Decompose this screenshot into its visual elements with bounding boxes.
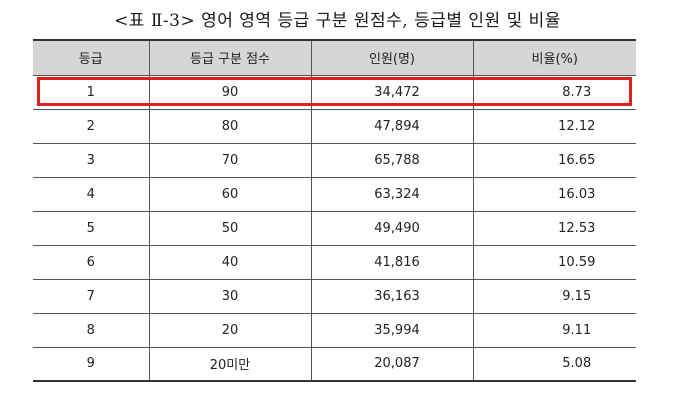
cell-grade: 8: [33, 312, 150, 348]
header-ratio: 비율(%): [472, 39, 636, 76]
cell-count: 49,490: [310, 210, 474, 246]
english-grade-table: 등급 등급 구분 점수 인원(명) 비율(%) 1 90 34,472 8.73…: [33, 39, 636, 382]
header-count: 인원(명): [310, 39, 474, 76]
cell-ratio: 12.53: [472, 210, 636, 246]
cell-ratio: 16.65: [472, 142, 636, 178]
cell-count: 35,994: [310, 312, 474, 348]
cell-cutoff-score: 60: [148, 176, 312, 212]
cell-ratio: 8.73: [472, 74, 636, 110]
cell-grade: 6: [33, 244, 150, 280]
cell-count: 20,087: [310, 346, 474, 382]
cell-ratio: 9.11: [472, 312, 636, 348]
cell-ratio: 10.59: [472, 244, 636, 280]
cell-cutoff-score: 90: [148, 74, 312, 110]
table-caption: <표 Ⅱ-3> 영어 영역 등급 구분 원점수, 등급별 인원 및 비율: [114, 11, 561, 31]
table-header-row: 등급 등급 구분 점수 인원(명) 비율(%): [33, 39, 636, 76]
cell-grade: 2: [33, 108, 150, 144]
cell-grade: 3: [33, 142, 150, 178]
cell-grade: 9: [33, 346, 150, 382]
header-cutoff-score: 등급 구분 점수: [148, 39, 312, 76]
table-row: 2 80 47,894 12.12: [33, 108, 636, 144]
table-row: 8 20 35,994 9.11: [33, 312, 636, 348]
table-row: 4 60 63,324 16.03: [33, 176, 636, 212]
cell-cutoff-score: 20: [148, 312, 312, 348]
cell-count: 34,472: [310, 74, 474, 110]
cell-count: 36,163: [310, 278, 474, 314]
cell-cutoff-score: 80: [148, 108, 312, 144]
table-row: 9 20미만 20,087 5.08: [33, 346, 636, 382]
cell-count: 47,894: [310, 108, 474, 144]
table-row: 7 30 36,163 9.15: [33, 278, 636, 314]
table-row: 3 70 65,788 16.65: [33, 142, 636, 178]
cell-cutoff-score: 30: [148, 278, 312, 314]
header-grade: 등급: [33, 39, 150, 76]
cell-count: 41,816: [310, 244, 474, 280]
cell-cutoff-score: 40: [148, 244, 312, 280]
cell-count: 65,788: [310, 142, 474, 178]
cell-grade: 7: [33, 278, 150, 314]
cell-ratio: 16.03: [472, 176, 636, 212]
table-row: 5 50 49,490 12.53: [33, 210, 636, 246]
cell-grade: 5: [33, 210, 150, 246]
cell-cutoff-score: 20미만: [148, 346, 312, 382]
table-row: 1 90 34,472 8.73: [33, 74, 636, 110]
cell-grade: 4: [33, 176, 150, 212]
cell-ratio: 5.08: [472, 346, 636, 382]
cell-count: 63,324: [310, 176, 474, 212]
cell-grade: 1: [33, 74, 150, 110]
table-row: 6 40 41,816 10.59: [33, 244, 636, 280]
cell-cutoff-score: 50: [148, 210, 312, 246]
cell-ratio: 12.12: [472, 108, 636, 144]
cell-cutoff-score: 70: [148, 142, 312, 178]
cell-ratio: 9.15: [472, 278, 636, 314]
